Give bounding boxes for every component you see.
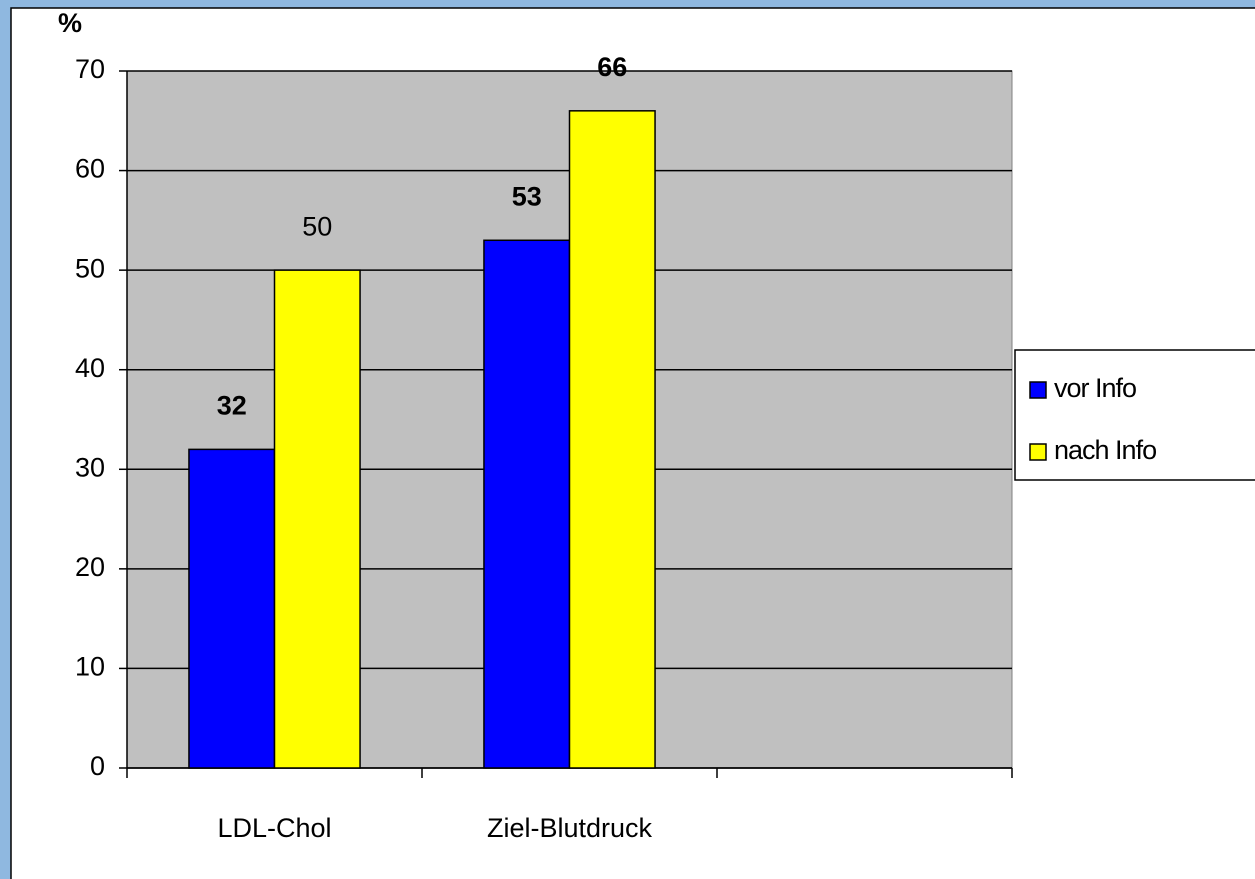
y-tick-label: 10: [75, 652, 105, 682]
legend-swatch: [1029, 381, 1047, 399]
y-tick-label: 60: [75, 154, 105, 184]
data-label: 53: [512, 181, 542, 211]
legend-swatch: [1029, 443, 1047, 461]
bar: [568, 110, 656, 769]
y-tick-label: 20: [75, 552, 105, 582]
y-axis-label: %: [58, 8, 82, 38]
bar: [483, 239, 571, 769]
y-tick-label: 70: [75, 54, 105, 84]
legend-label: nach Info: [1054, 435, 1156, 465]
y-tick-label: 40: [75, 353, 105, 383]
y-tick-label: 50: [75, 253, 105, 283]
bar: [188, 448, 276, 769]
data-label: 32: [217, 390, 247, 420]
legend-label: vor Info: [1054, 373, 1136, 403]
y-tick-label: 30: [75, 452, 105, 482]
x-tick-label: LDL-Chol: [217, 813, 331, 843]
legend-box: [1014, 349, 1255, 481]
x-tick-label: Ziel-Blutdruck: [487, 813, 653, 843]
y-tick-label: 0: [90, 751, 105, 781]
data-label: 50: [302, 211, 332, 241]
data-label: 66: [597, 52, 627, 82]
bar: [273, 269, 361, 769]
